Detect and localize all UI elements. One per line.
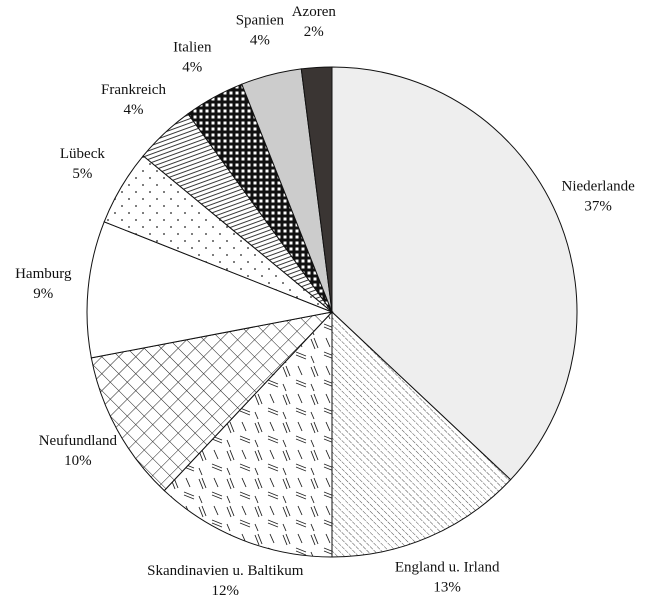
slice-value: 4% bbox=[250, 33, 270, 49]
slice-label: Skandinavien u. Baltikum bbox=[147, 563, 304, 579]
slice-value: 13% bbox=[433, 580, 461, 596]
slice-label: Lübeck bbox=[60, 146, 105, 162]
slice-value: 9% bbox=[33, 286, 53, 302]
slice-value: 5% bbox=[72, 166, 92, 182]
slice-value: 10% bbox=[64, 453, 92, 469]
pie bbox=[86, 66, 578, 558]
slice-value: 2% bbox=[304, 24, 324, 40]
labels: Niederlande 37% England u. Irland 13% Skandi… bbox=[15, 4, 635, 599]
slice bbox=[163, 310, 333, 558]
slice-label: Spanien bbox=[236, 13, 285, 29]
slice-label: Azoren bbox=[292, 4, 337, 20]
slice-label: Niederlande bbox=[562, 178, 636, 194]
slice-label: England u. Irland bbox=[395, 560, 500, 576]
slice-label: Neufundland bbox=[39, 433, 118, 449]
slice bbox=[331, 66, 578, 481]
slice-value: 37% bbox=[584, 198, 612, 214]
slice bbox=[86, 221, 334, 359]
slice-label: Italien bbox=[173, 39, 212, 55]
slice-value: 12% bbox=[211, 583, 239, 599]
slice bbox=[90, 311, 334, 492]
slice-value: 4% bbox=[123, 102, 143, 118]
slice-label: Frankreich bbox=[101, 82, 166, 98]
slice bbox=[300, 66, 333, 313]
slice-value: 4% bbox=[182, 59, 202, 75]
slice bbox=[331, 310, 512, 558]
slice-label: Hamburg bbox=[15, 266, 72, 282]
